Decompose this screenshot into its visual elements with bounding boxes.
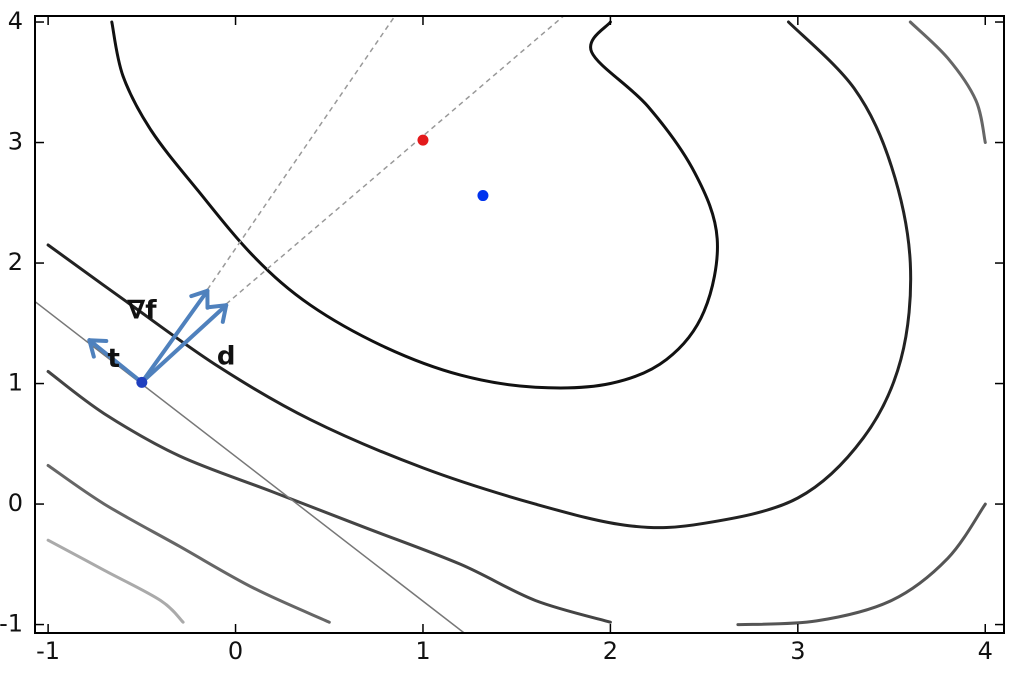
y-tick-label: -1 <box>0 610 23 638</box>
y-tick-label: 2 <box>8 248 23 276</box>
data-point-1 <box>136 376 148 388</box>
arrow-label-1: t <box>108 344 120 374</box>
arrow-2 <box>139 288 210 385</box>
x-tick-label: 2 <box>603 637 618 665</box>
arrow-1 <box>87 338 144 385</box>
contour-line-4 <box>736 502 987 627</box>
vector-label-layer: t∇f d <box>108 296 236 374</box>
dashed-line-2 <box>225 16 565 305</box>
plot-area <box>35 16 987 633</box>
x-tick-label: 1 <box>415 637 430 665</box>
y-tick-label: 0 <box>8 489 23 517</box>
x-tick-label: -1 <box>36 637 60 665</box>
contour-line-5 <box>908 20 987 144</box>
tangent-line <box>35 301 465 633</box>
x-tick-label: 0 <box>228 637 243 665</box>
arrow-shaft-2 <box>139 288 210 385</box>
arrow-shaft-1 <box>87 338 144 385</box>
arrow-label-2: ∇f <box>127 296 157 326</box>
data-point-3 <box>477 190 489 202</box>
contour-line-7 <box>46 538 185 624</box>
axis-layer: -1 0 1 2 3 4 -1 0 1 2 3 4 <box>0 7 1004 665</box>
arrow-head-3 <box>207 303 229 324</box>
arrow-label-3: d <box>217 342 236 372</box>
contour-line-6 <box>46 464 331 624</box>
plot-background <box>35 16 1004 633</box>
dashed-line-1 <box>206 16 396 290</box>
contour-line-3 <box>46 370 612 624</box>
arrow-3 <box>139 303 229 385</box>
y-tick-label: 3 <box>8 128 23 156</box>
arrow-head-1 <box>87 338 109 359</box>
x-tick-label: 4 <box>978 637 993 665</box>
arrow-shaft-3 <box>139 303 229 385</box>
arrow-head-2 <box>189 288 210 310</box>
contour-line-2 <box>46 20 913 530</box>
y-tick-label: 1 <box>8 369 23 397</box>
plot-frame <box>34 15 1005 634</box>
contour-line-1 <box>110 20 719 390</box>
data-point-2 <box>417 134 429 146</box>
y-tick-label: 4 <box>8 7 23 35</box>
x-tick-label: 3 <box>790 637 805 665</box>
